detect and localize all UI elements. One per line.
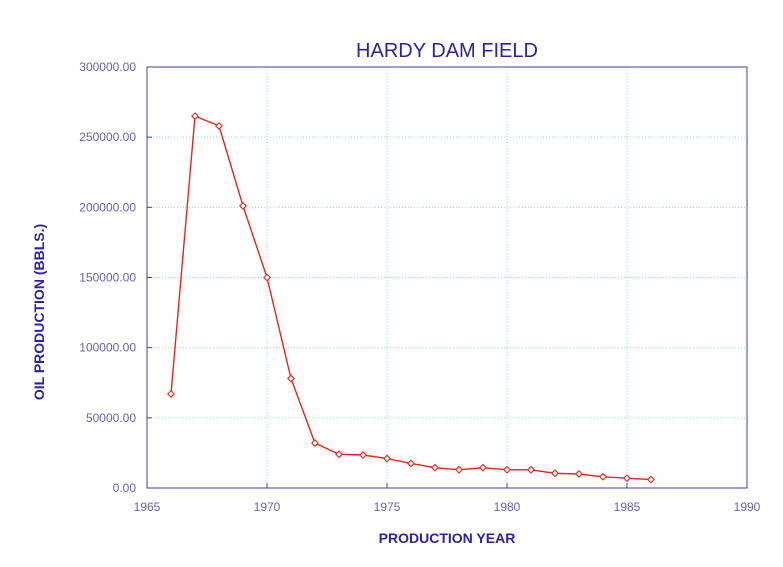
data-point-marker bbox=[311, 439, 319, 448]
data-point-marker bbox=[407, 459, 415, 468]
data-point-marker bbox=[455, 465, 463, 474]
data-point-marker bbox=[503, 465, 511, 474]
x-tick-label: 1965 bbox=[134, 500, 161, 514]
data-point-marker bbox=[527, 465, 535, 474]
x-tick-label: 1980 bbox=[494, 500, 521, 514]
data-point-marker bbox=[479, 463, 487, 472]
series-line bbox=[170, 115, 652, 481]
data-point-marker bbox=[287, 374, 295, 383]
y-tick-label: 300000.00 bbox=[79, 60, 136, 74]
data-point-marker bbox=[623, 474, 631, 483]
x-tick-label: 1975 bbox=[374, 500, 401, 514]
data-point-marker bbox=[167, 389, 175, 398]
data-point-marker bbox=[359, 451, 367, 459]
data-point-marker bbox=[599, 472, 607, 481]
data-point-marker bbox=[551, 469, 559, 478]
x-axis-title: PRODUCTION YEAR bbox=[379, 530, 516, 546]
y-axis-ticks: 0.00 50000.00 100000.00 150000.00 200000.00 2… bbox=[79, 60, 152, 495]
y-tick-label: 250000.00 bbox=[79, 130, 136, 144]
y-tick-label: 150000.00 bbox=[79, 271, 136, 285]
x-tick-label: 1970 bbox=[254, 500, 281, 514]
x-tick-label: 1985 bbox=[614, 500, 641, 514]
data-point-marker bbox=[575, 469, 583, 478]
data-point-marker bbox=[191, 112, 199, 121]
data-point-marker bbox=[215, 121, 223, 130]
x-axis-ticks: 1965 1970 1975 1980 1985 1990 bbox=[134, 483, 761, 514]
data-point-marker bbox=[383, 454, 391, 463]
y-tick-label: 0.00 bbox=[113, 481, 137, 495]
data-point-marker bbox=[431, 463, 439, 472]
data-point-marker bbox=[335, 450, 343, 459]
data-point-marker bbox=[263, 273, 271, 282]
data-point-marker bbox=[647, 475, 655, 484]
y-tick-label: 200000.00 bbox=[79, 200, 136, 214]
grid-lines bbox=[147, 67, 747, 488]
y-tick-label: 100000.00 bbox=[79, 341, 136, 355]
chart-title: HARDY DAM FIELD bbox=[356, 40, 538, 62]
x-tick-label: 1990 bbox=[734, 500, 761, 514]
y-tick-label: 50000.00 bbox=[86, 411, 136, 425]
y-axis-title: OIL PRODUCTION (BBLS.) bbox=[31, 224, 47, 400]
data-point-marker bbox=[239, 201, 247, 210]
series-group bbox=[167, 112, 655, 484]
